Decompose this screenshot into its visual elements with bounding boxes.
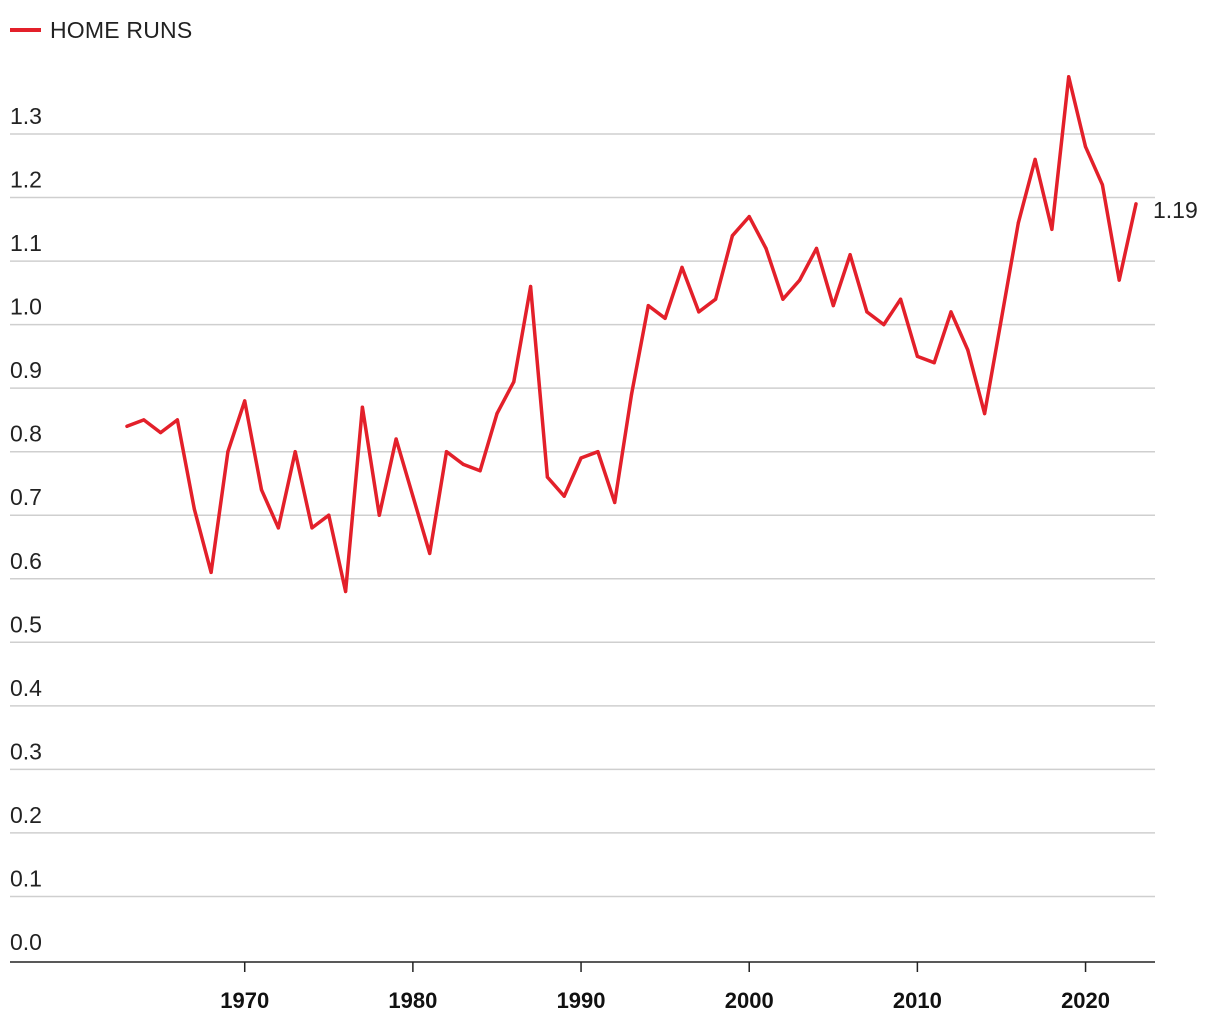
data-point [814,246,819,250]
y-tick-label: 1.1 [10,230,42,256]
y-tick-label: 1.0 [10,294,42,320]
data-point [192,507,196,511]
y-tick-label: 0.5 [10,611,42,637]
data-point [831,304,835,308]
data-point [226,450,230,454]
data-point [865,310,869,314]
legend: HOME RUNS [10,17,192,43]
data-point [142,418,146,422]
data-point [613,500,617,505]
data-point [915,354,920,358]
data-point [377,513,381,517]
data-point [747,215,751,219]
y-tick-label: 0.1 [10,865,42,891]
data-point [764,246,768,250]
gridlines [10,133,1155,898]
x-tick-label: 1970 [220,988,269,1013]
data-point [444,450,449,454]
data-point [310,526,314,530]
data-point [159,431,163,435]
data-point [949,310,953,314]
end-value-label: 1.19 [1153,197,1198,223]
data-point [1117,278,1121,282]
data-point [243,399,247,403]
data-point [663,316,667,320]
series-home-runs [125,75,1138,594]
data-point [276,526,280,530]
y-tick-label: 0.2 [10,802,42,828]
x-axis-tick-labels: 1970 1980 1990 2000 2010 2020 [220,962,1110,1013]
data-point [932,361,936,365]
data-point [259,488,264,492]
data-point [848,253,852,257]
data-point [562,494,566,498]
data-point [327,513,331,517]
data-point [209,570,213,575]
y-tick-label: 0.0 [10,929,42,955]
data-point [1083,145,1088,149]
data-point [781,297,785,301]
y-tick-label: 0.9 [10,357,42,383]
data-point [1033,157,1037,161]
data-point [125,424,129,428]
data-point [512,380,516,384]
data-point [798,278,802,282]
data-point [545,475,550,479]
x-tick-label: 1980 [388,988,437,1013]
data-point [966,348,970,352]
y-tick-label: 1.2 [10,167,42,193]
data-point [1067,75,1071,79]
data-point [882,323,886,327]
data-point [697,310,701,314]
data-point [360,405,364,409]
data-point [899,297,903,301]
data-point [478,469,482,473]
data-point [293,450,297,454]
data-point [646,304,650,308]
data-point [461,462,465,466]
x-tick-label: 2020 [1061,988,1110,1013]
data-point [999,316,1004,320]
data-point [428,551,432,556]
y-axis-tick-labels: 0.0 0.1 0.2 0.3 0.4 0.5 0.6 0.7 0.8 0.9 1.0 1.1 1.2 1… [10,103,42,955]
data-point [175,418,179,422]
x-tick-label: 2000 [725,988,774,1013]
data-point [1100,183,1104,187]
data-point [1050,227,1054,231]
y-tick-label: 0.7 [10,484,42,510]
series-line-home-runs [125,75,1138,594]
data-point [579,456,583,460]
data-point [495,412,499,416]
y-tick-label: 1.3 [10,103,42,129]
data-point [596,450,600,454]
x-tick-label: 1990 [557,988,606,1013]
data-point [411,494,415,498]
data-point [714,297,718,301]
legend-label: HOME RUNS [50,17,192,43]
data-point [983,412,987,416]
y-tick-label: 0.3 [10,738,42,764]
data-point [344,589,348,594]
data-point [529,284,533,289]
y-tick-label: 0.8 [10,421,42,447]
y-tick-label: 0.6 [10,548,42,574]
data-point [730,234,735,238]
data-point [1016,221,1020,225]
data-point [680,265,684,269]
y-tick-label: 0.4 [10,675,42,701]
data-point [629,392,634,397]
data-point [1134,202,1138,206]
data-point [394,437,398,441]
x-tick-label: 2010 [893,988,942,1013]
